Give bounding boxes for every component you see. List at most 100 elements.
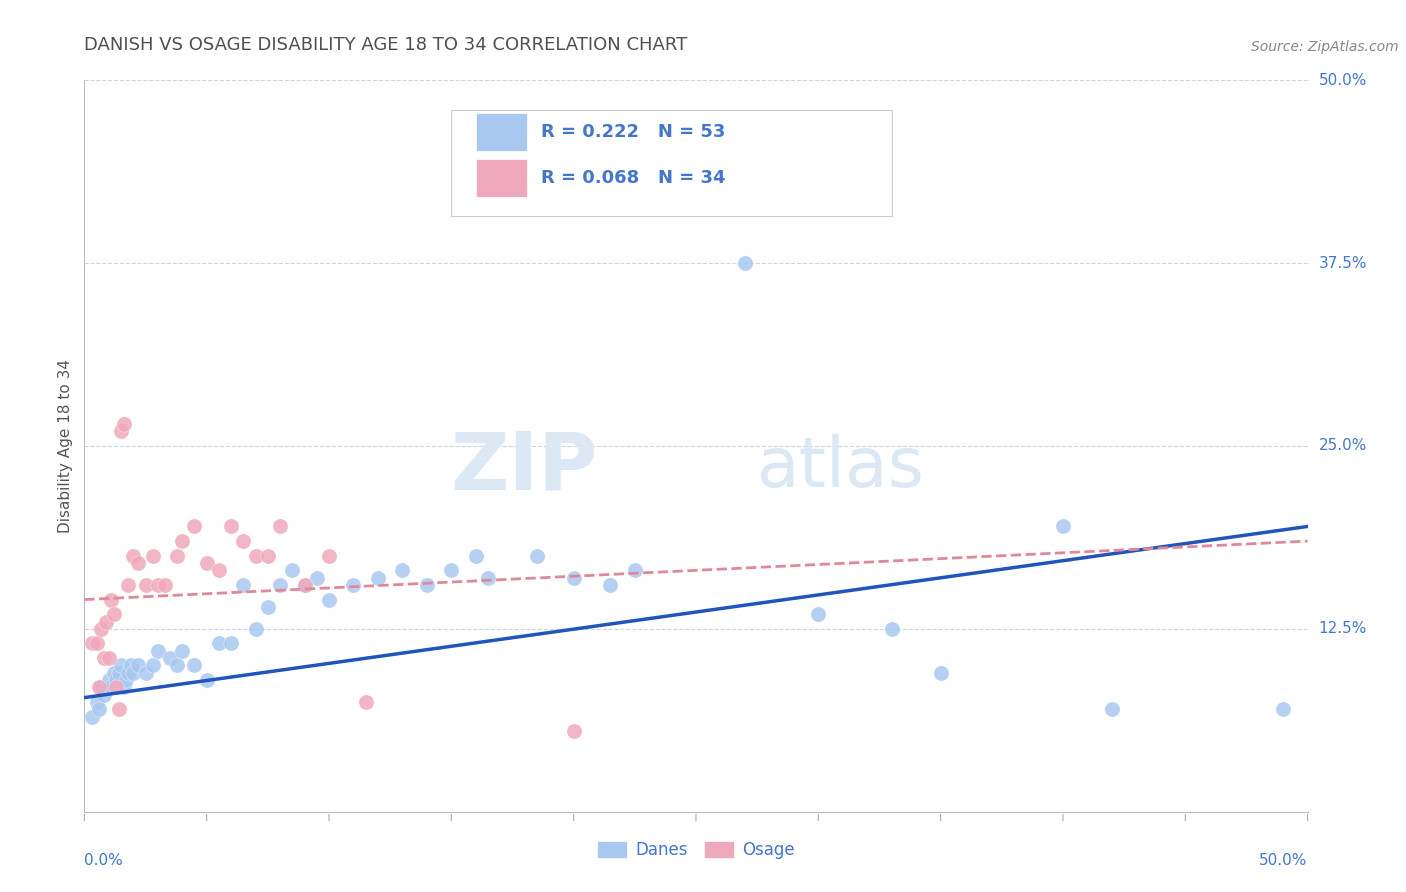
Point [305,571,328,585]
Point [208,636,231,650]
Point [269,519,291,533]
Point [624,563,647,577]
Point [97,673,120,687]
Point [127,556,149,570]
Point [294,578,316,592]
Point [105,681,128,695]
Point [87,681,110,695]
Point [159,651,181,665]
Point [1052,519,1074,533]
Point [342,578,364,592]
FancyBboxPatch shape [475,159,527,197]
Text: 37.5%: 37.5% [1319,256,1367,270]
Point [318,592,340,607]
Point [122,665,145,680]
Text: ZIP: ZIP [451,429,598,507]
Point [245,622,267,636]
Point [219,636,242,650]
Point [599,578,621,592]
Point [166,658,188,673]
Point [183,658,205,673]
Point [93,651,115,665]
Point [354,695,377,709]
Point [807,607,830,622]
Point [96,615,118,629]
Point [294,578,316,592]
Point [440,563,463,577]
Text: 12.5%: 12.5% [1319,622,1367,636]
Point [929,665,952,680]
Point [103,665,125,680]
Point [120,658,142,673]
Point [146,644,169,658]
Point [183,519,205,533]
Point [93,688,115,702]
Point [562,724,585,739]
Point [257,599,280,614]
Point [166,549,188,563]
Point [142,549,165,563]
Point [269,578,291,592]
Point [391,563,413,577]
Point [135,578,157,592]
Point [90,681,112,695]
FancyBboxPatch shape [475,112,527,151]
Text: 25.0%: 25.0% [1319,439,1367,453]
Point [245,549,267,563]
Point [105,673,128,687]
Point [97,651,120,665]
Point [142,658,165,673]
Point [477,571,499,585]
Point [562,571,585,585]
Point [135,665,157,680]
Point [416,578,439,592]
Point [734,256,756,270]
Point [107,665,129,680]
Legend: Danes, Osage: Danes, Osage [591,834,801,865]
Text: 0.0%: 0.0% [84,854,124,869]
Point [110,658,132,673]
Point [526,549,548,563]
FancyBboxPatch shape [451,110,891,216]
Point [90,622,112,636]
Point [117,578,139,592]
Point [112,417,135,431]
Point [115,673,138,687]
Point [232,578,254,592]
Point [195,673,218,687]
Point [146,578,169,592]
Point [112,681,135,695]
Point [232,534,254,549]
Text: 50.0%: 50.0% [1260,854,1308,869]
Text: atlas: atlas [758,434,925,501]
Point [208,563,231,577]
Point [464,549,486,563]
Point [257,549,280,563]
Point [107,702,129,716]
Point [880,622,903,636]
Point [153,578,176,592]
Point [367,571,389,585]
Point [80,636,103,650]
Point [195,556,218,570]
Y-axis label: Disability Age 18 to 34: Disability Age 18 to 34 [58,359,73,533]
Point [1101,702,1123,716]
Point [219,519,242,533]
Point [100,681,122,695]
Point [281,563,304,577]
Point [110,425,132,439]
Point [172,644,194,658]
Point [1272,702,1295,716]
Point [100,592,122,607]
Point [87,702,110,716]
Point [80,709,103,723]
Text: DANISH VS OSAGE DISABILITY AGE 18 TO 34 CORRELATION CHART: DANISH VS OSAGE DISABILITY AGE 18 TO 34 … [84,36,688,54]
Point [117,665,139,680]
Point [86,695,108,709]
Text: R = 0.068   N = 34: R = 0.068 N = 34 [541,169,725,187]
Text: 50.0%: 50.0% [1319,73,1367,87]
Text: R = 0.222   N = 53: R = 0.222 N = 53 [541,123,725,141]
Point [172,534,194,549]
Point [122,549,145,563]
Text: Source: ZipAtlas.com: Source: ZipAtlas.com [1251,39,1399,54]
